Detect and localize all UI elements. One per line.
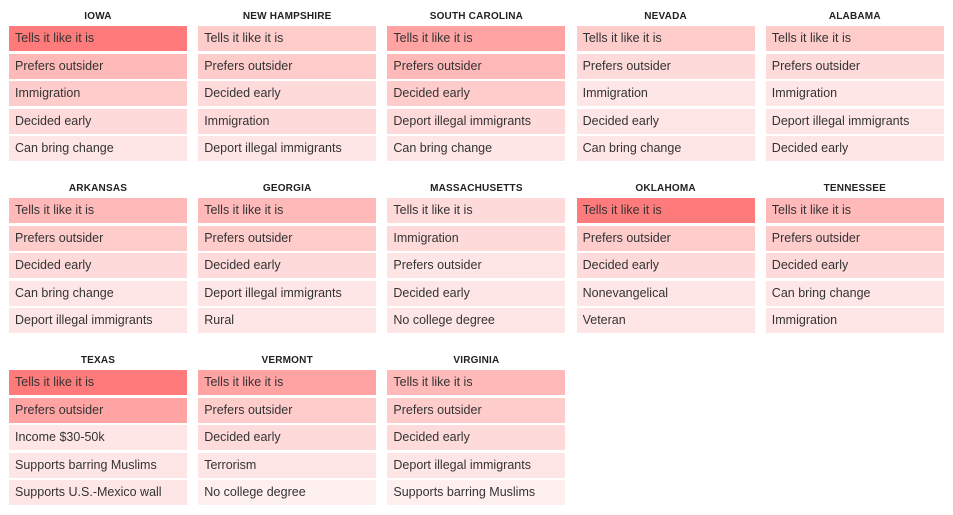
state-item-cell: Decided early — [9, 253, 187, 279]
state-title: SOUTH CAROLINA — [429, 11, 524, 22]
state-item-cell: Can bring change — [765, 280, 944, 306]
state-panel-alabama: ALABAMA Tells it like it is Prefers outsid… — [765, 0, 944, 162]
state-item-cell: Prefers outsider — [576, 53, 755, 79]
state-title: NEVADA — [644, 11, 687, 22]
state-item-cell: Deport illegal immigrants — [765, 108, 944, 134]
state-item-cell: Tells it like it is — [387, 26, 566, 51]
state-item-cell: Prefers outsider — [576, 225, 755, 251]
state-item-cell: Tells it like it is — [765, 26, 944, 51]
state-item-cell: Tells it like it is — [198, 370, 377, 395]
state-item-cell: Prefers outsider — [765, 53, 944, 79]
state-item-cell: Prefers outsider — [198, 397, 377, 423]
state-item-cell: Can bring change — [9, 136, 187, 162]
state-item-cell: Decided early — [198, 81, 377, 107]
state-item-cell: Decided early — [765, 136, 944, 162]
state-item-cell: Tells it like it is — [387, 370, 566, 395]
state-item-cell: Deport illegal immigrants — [387, 108, 566, 134]
state-panel-south-carolina: SOUTH CAROLINA Tells it like it is Prefers… — [387, 0, 566, 162]
state-item-cell: Tells it like it is — [198, 198, 377, 223]
state-title: ALABAMA — [828, 11, 881, 22]
state-item-cell: Supports barring Muslims — [387, 480, 566, 506]
state-item-cell: Can bring change — [9, 280, 187, 306]
state-item-cell: Nonevangelical — [576, 280, 755, 306]
state-item-cell: Prefers outsider — [387, 253, 566, 279]
state-item-cell: Decided early — [387, 280, 566, 306]
state-item-cell: Prefers outsider — [9, 53, 187, 79]
state-title: GEORGIA — [262, 183, 312, 194]
state-item-cell: Decided early — [9, 108, 187, 134]
state-item-cell: Decided early — [387, 81, 566, 107]
state-panel-vermont: VERMONT Tells it like it is Prefers outsid… — [198, 344, 377, 506]
state-item-cell: Can bring change — [576, 136, 755, 162]
state-item-cell: Supports barring Muslims — [9, 452, 187, 478]
state-title: IOWA — [84, 11, 112, 22]
state-panel-nevada: NEVADA Tells it like it is Prefers outside… — [576, 0, 755, 162]
state-item-cell: Supports U.S.-Mexico wall — [9, 480, 187, 506]
state-item-cell: No college degree — [387, 308, 566, 334]
state-title: VIRGINIA — [453, 355, 500, 366]
state-item-cell: Prefers outsider — [387, 397, 566, 423]
state-item-cell: Prefers outsider — [765, 225, 944, 251]
state-item-cell: Deport illegal immigrants — [198, 136, 377, 162]
state-item-cell: Deport illegal immigrants — [198, 280, 377, 306]
state-item-cell: Rural — [198, 308, 377, 334]
state-title: ARKANSAS — [68, 183, 128, 194]
state-title: TEXAS — [80, 355, 116, 366]
state-panel-tennessee: TENNESSEE Tells it like it is Prefers outs… — [765, 172, 944, 334]
state-item-cell: Tells it like it is — [9, 370, 187, 395]
state-item-cell: Decided early — [576, 108, 755, 134]
state-item-cell: Prefers outsider — [198, 53, 377, 79]
state-item-cell: Veteran — [576, 308, 755, 334]
state-item-cell: Decided early — [387, 425, 566, 451]
state-item-cell: Immigration — [198, 108, 377, 134]
state-item-cell: Tells it like it is — [765, 198, 944, 223]
state-item-cell: Prefers outsider — [9, 397, 187, 423]
state-panel-texas: TEXAS Tells it like it is Prefers outsider… — [9, 344, 187, 506]
state-item-cell: Prefers outsider — [9, 225, 187, 251]
state-title: TENNESSEE — [823, 183, 886, 194]
state-panel-oklahoma: OKLAHOMA Tells it like it is Prefers outsi… — [576, 172, 755, 334]
state-title: NEW HAMPSHIRE — [242, 11, 332, 22]
state-item-cell: Decided early — [198, 425, 377, 451]
state-item-cell: Tells it like it is — [576, 198, 755, 223]
state-item-cell: Immigration — [9, 81, 187, 107]
state-item-cell: Prefers outsider — [198, 225, 377, 251]
state-panel-georgia: GEORGIA Tells it like it is Prefers outsid… — [198, 172, 377, 334]
state-item-cell: Decided early — [765, 253, 944, 279]
state-panel-arkansas: ARKANSAS Tells it like it is Prefers outsi… — [9, 172, 187, 334]
state-item-cell: Terrorism — [198, 452, 377, 478]
state-title: VERMONT — [261, 355, 313, 366]
state-item-cell: Deport illegal immigrants — [387, 452, 566, 478]
state-panel-massachusetts: MASSACHUSETTS Tells it like it is Immigrat… — [387, 172, 566, 334]
state-item-cell: Tells it like it is — [198, 26, 377, 51]
state-item-cell: Immigration — [387, 225, 566, 251]
state-item-cell: Tells it like it is — [576, 26, 755, 51]
state-item-cell: Immigration — [576, 81, 755, 107]
state-item-cell: Immigration — [765, 308, 944, 334]
state-item-cell: Tells it like it is — [9, 198, 187, 223]
state-item-cell: Can bring change — [387, 136, 566, 162]
state-item-cell: Income $30-50k — [9, 425, 187, 451]
state-panel-virginia: VIRGINIA Tells it like it is Prefers outsi… — [387, 344, 566, 506]
state-item-cell: Decided early — [198, 253, 377, 279]
state-item-cell: Prefers outsider — [387, 53, 566, 79]
state-item-cell: Tells it like it is — [9, 26, 187, 51]
state-panel-iowa: IOWA Tells it like it is Prefers outsider I… — [9, 0, 187, 162]
state-panel-new-hampshire: NEW HAMPSHIRE Tells it like it is Prefers … — [198, 0, 377, 162]
state-item-cell: No college degree — [198, 480, 377, 506]
state-item-cell: Immigration — [765, 81, 944, 107]
state-item-cell: Deport illegal immigrants — [9, 308, 187, 334]
state-title: MASSACHUSETTS — [430, 183, 523, 194]
state-item-cell: Tells it like it is — [387, 198, 566, 223]
state-title: OKLAHOMA — [635, 183, 696, 194]
state-item-cell: Decided early — [576, 253, 755, 279]
